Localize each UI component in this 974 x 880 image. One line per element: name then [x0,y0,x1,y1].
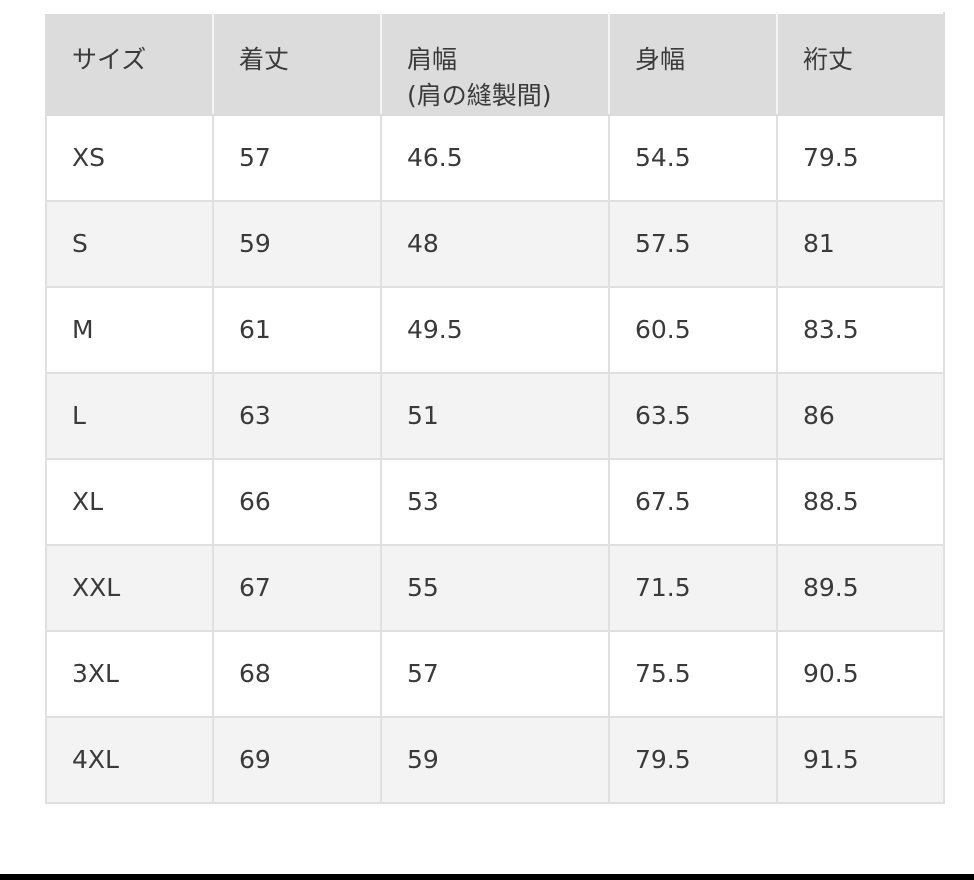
table-row: XS 57 46.5 54.5 79.5 [45,114,945,202]
table-row: XXL 67 55 71.5 89.5 [45,544,945,632]
column-header: 裄丈 [776,12,945,116]
size-cell: M [45,286,214,374]
column-header-label: 着丈 [239,45,290,74]
measurement-cell: 63 [212,372,382,460]
size-chart-table: サイズ 着丈 肩幅 (肩の縫製間) 身幅 裄丈 XS 57 46.5 54.5 79.5 S 59 48… [45,12,945,804]
size-cell: XS [45,114,214,202]
column-header: サイズ [45,12,214,116]
measurement-cell: 79.5 [608,716,778,804]
measurement-cell: 75.5 [608,630,778,718]
column-header: 肩幅 (肩の縫製間) [380,12,610,116]
measurement-cell: 86 [776,372,945,460]
header-row: サイズ 着丈 肩幅 (肩の縫製間) 身幅 裄丈 [45,12,945,116]
measurement-cell: 69 [212,716,382,804]
measurement-cell: 59 [212,200,382,288]
table-row: XL 66 53 67.5 88.5 [45,458,945,546]
size-cell: 3XL [45,630,214,718]
table-body: XS 57 46.5 54.5 79.5 S 59 48 57.5 81 M 61 49.5 60.5 83… [45,114,945,804]
column-header-label: 裄丈 [803,45,854,74]
measurement-cell: 81 [776,200,945,288]
bottom-bar [0,874,974,880]
table-row: 4XL 69 59 79.5 91.5 [45,716,945,804]
measurement-cell: 57.5 [608,200,778,288]
measurement-cell: 67.5 [608,458,778,546]
measurement-cell: 46.5 [380,114,610,202]
measurement-cell: 67 [212,544,382,632]
measurement-cell: 68 [212,630,382,718]
table-row: M 61 49.5 60.5 83.5 [45,286,945,374]
measurement-cell: 63.5 [608,372,778,460]
measurement-cell: 53 [380,458,610,546]
measurement-cell: 59 [380,716,610,804]
measurement-cell: 91.5 [776,716,945,804]
size-cell: S [45,200,214,288]
measurement-cell: 57 [212,114,382,202]
measurement-cell: 57 [380,630,610,718]
measurement-cell: 51 [380,372,610,460]
table-row: 3XL 68 57 75.5 90.5 [45,630,945,718]
size-cell: L [45,372,214,460]
size-cell: 4XL [45,716,214,804]
column-header-label: 身幅 [635,45,686,74]
measurement-cell: 61 [212,286,382,374]
measurement-cell: 60.5 [608,286,778,374]
column-header: 身幅 [608,12,778,116]
size-cell: XL [45,458,214,546]
measurement-cell: 49.5 [380,286,610,374]
measurement-cell: 71.5 [608,544,778,632]
measurement-cell: 66 [212,458,382,546]
measurement-cell: 79.5 [776,114,945,202]
measurement-cell: 48 [380,200,610,288]
measurement-cell: 90.5 [776,630,945,718]
size-cell: XXL [45,544,214,632]
column-header-label: 肩幅 [407,45,458,74]
measurement-cell: 89.5 [776,544,945,632]
measurement-cell: 83.5 [776,286,945,374]
column-header: 着丈 [212,12,382,116]
table-row: S 59 48 57.5 81 [45,200,945,288]
column-header-sublabel: (肩の縫製間) [407,81,552,110]
column-header-label: サイズ [72,45,147,74]
table-row: L 63 51 63.5 86 [45,372,945,460]
measurement-cell: 54.5 [608,114,778,202]
measurement-cell: 55 [380,544,610,632]
measurement-cell: 88.5 [776,458,945,546]
